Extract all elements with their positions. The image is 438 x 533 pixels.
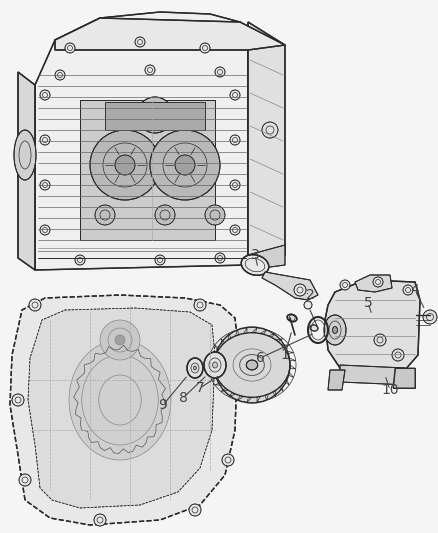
Circle shape [19,474,31,486]
Circle shape [230,135,240,145]
Circle shape [304,301,312,309]
Ellipse shape [332,327,338,334]
Circle shape [137,97,173,133]
Circle shape [29,299,41,311]
Ellipse shape [246,360,258,370]
Circle shape [12,394,24,406]
Circle shape [115,155,135,175]
Polygon shape [10,295,238,525]
Circle shape [135,37,145,47]
Circle shape [55,70,65,80]
Polygon shape [28,308,215,508]
Circle shape [222,454,234,466]
Polygon shape [262,272,318,300]
Circle shape [373,277,383,287]
Circle shape [194,299,206,311]
Polygon shape [35,12,248,270]
Ellipse shape [324,315,346,345]
Ellipse shape [14,130,36,180]
Circle shape [40,135,50,145]
Circle shape [175,155,195,175]
Polygon shape [80,100,215,240]
Circle shape [374,334,386,346]
Circle shape [189,504,201,516]
Text: 1: 1 [281,348,290,362]
Circle shape [403,285,413,295]
Polygon shape [248,245,285,270]
Circle shape [214,327,290,403]
Circle shape [224,344,236,356]
Ellipse shape [241,255,269,276]
Circle shape [155,205,175,225]
Ellipse shape [69,340,171,460]
Circle shape [65,43,75,53]
Ellipse shape [212,362,218,368]
Polygon shape [393,368,415,388]
Text: 2: 2 [306,288,314,302]
Circle shape [215,253,225,263]
Text: 8: 8 [179,391,187,405]
Text: 6: 6 [255,351,265,365]
Circle shape [294,284,306,296]
Text: 5: 5 [364,296,372,310]
Circle shape [230,225,240,235]
Circle shape [155,255,165,265]
Ellipse shape [287,314,297,322]
Circle shape [75,255,85,265]
Circle shape [230,180,240,190]
Circle shape [145,65,155,75]
Circle shape [90,130,160,200]
Text: 9: 9 [159,398,167,412]
Circle shape [215,67,225,77]
Polygon shape [55,18,285,50]
Circle shape [423,310,437,324]
Circle shape [262,122,278,138]
Ellipse shape [194,366,197,370]
Circle shape [95,205,115,225]
Circle shape [40,180,50,190]
Circle shape [100,320,140,360]
Polygon shape [340,365,408,385]
Polygon shape [328,370,345,390]
Text: 3: 3 [251,248,259,262]
Circle shape [205,205,225,225]
Circle shape [230,90,240,100]
Circle shape [94,514,106,526]
Polygon shape [325,280,420,375]
Ellipse shape [204,352,226,378]
Circle shape [340,280,350,290]
Circle shape [150,130,220,200]
Ellipse shape [310,325,318,331]
Text: 7: 7 [196,381,205,395]
Circle shape [40,90,50,100]
Polygon shape [248,22,285,265]
Polygon shape [18,72,35,270]
Ellipse shape [187,358,203,378]
Circle shape [40,225,50,235]
Circle shape [200,43,210,53]
Circle shape [392,349,404,361]
Circle shape [115,335,125,345]
Text: 10: 10 [381,383,399,397]
Text: 4: 4 [411,283,419,297]
Polygon shape [105,102,205,130]
Polygon shape [355,275,392,292]
